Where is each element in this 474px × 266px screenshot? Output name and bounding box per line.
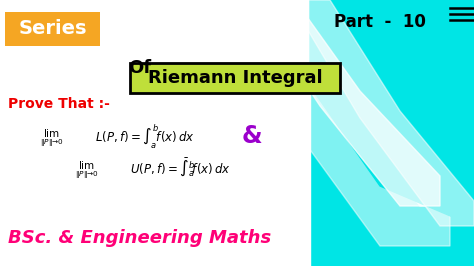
Text: Of: Of <box>128 59 152 77</box>
Bar <box>130 63 340 93</box>
Polygon shape <box>280 0 474 266</box>
Polygon shape <box>290 0 474 226</box>
Polygon shape <box>220 0 450 246</box>
Polygon shape <box>280 0 474 206</box>
Text: Series: Series <box>18 19 87 39</box>
Text: $\lim_{\Vert P\Vert\to 0}$: $\lim_{\Vert P\Vert\to 0}$ <box>40 127 64 149</box>
Text: Prove That :-: Prove That :- <box>8 97 110 111</box>
Bar <box>380 0 474 266</box>
Polygon shape <box>240 0 474 206</box>
Text: Riemann Integral: Riemann Integral <box>148 69 322 87</box>
Text: BSc. & Engineering Maths: BSc. & Engineering Maths <box>8 229 271 247</box>
Bar <box>5 12 100 46</box>
Text: $U(P,f) = \bar{\int}_a^b\! f(x)\,dx$: $U(P,f) = \bar{\int}_a^b\! f(x)\,dx$ <box>130 157 230 179</box>
Text: $L(P,f) = \int_a^b\! f(x)\,dx$: $L(P,f) = \int_a^b\! f(x)\,dx$ <box>95 122 195 150</box>
Bar <box>0 0 310 266</box>
Polygon shape <box>310 0 474 226</box>
Text: Part  -  10: Part - 10 <box>334 13 426 31</box>
Polygon shape <box>250 0 440 206</box>
Text: $\lim_{\Vert P\Vert\to 0}$: $\lim_{\Vert P\Vert\to 0}$ <box>75 159 99 181</box>
Text: &: & <box>242 124 262 148</box>
